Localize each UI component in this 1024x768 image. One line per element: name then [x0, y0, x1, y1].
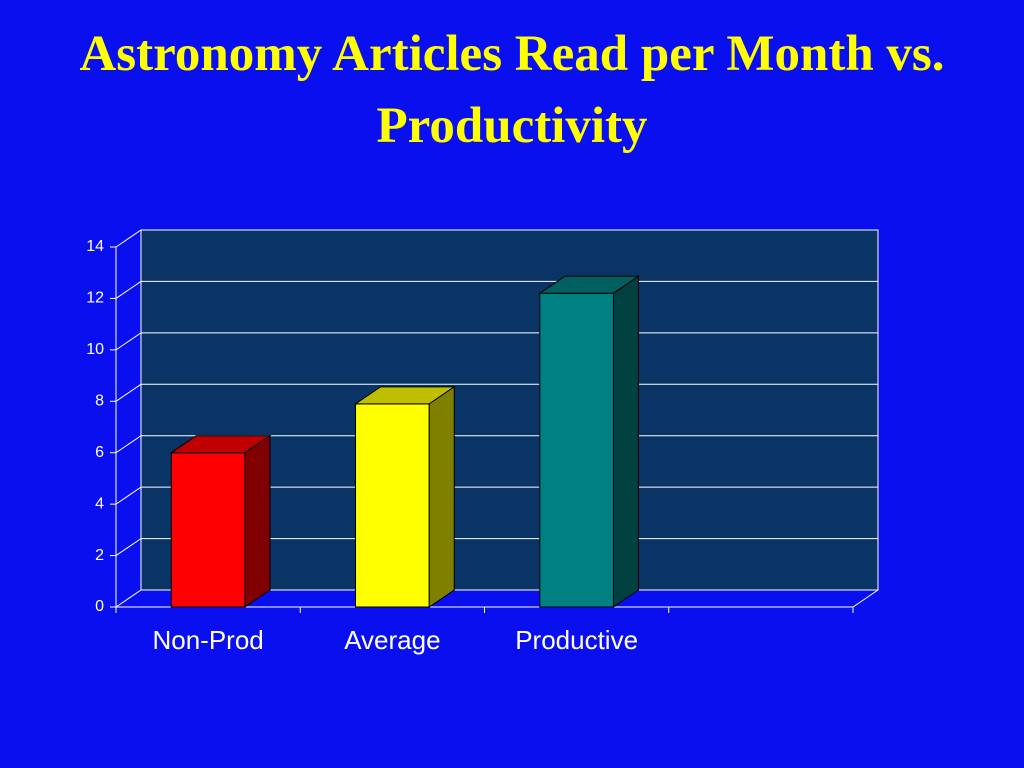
x-tick-label: Average: [344, 625, 440, 655]
y-tick-label: 10: [86, 341, 104, 358]
y-tick-label: 2: [95, 547, 104, 564]
bar-side: [244, 434, 271, 608]
x-tick-label: Non-Prod: [152, 625, 263, 655]
bar-side: [428, 385, 455, 608]
y-tick-label: 0: [95, 598, 104, 615]
bar: [539, 292, 614, 608]
y-tick-label: 8: [95, 393, 104, 410]
y-tick-label: 6: [95, 444, 104, 461]
chart-title: Astronomy Articles Read per Month vs. Pr…: [79, 26, 945, 154]
y-tick-label: 12: [86, 290, 104, 307]
grid-line: [115, 229, 878, 248]
y-tick-label: 4: [95, 495, 104, 512]
bar: [170, 452, 246, 608]
bar-side: [612, 275, 639, 608]
x-tick-label: Productive: [515, 625, 638, 655]
y-tick-label: 14: [86, 238, 104, 255]
bar: [355, 403, 430, 608]
